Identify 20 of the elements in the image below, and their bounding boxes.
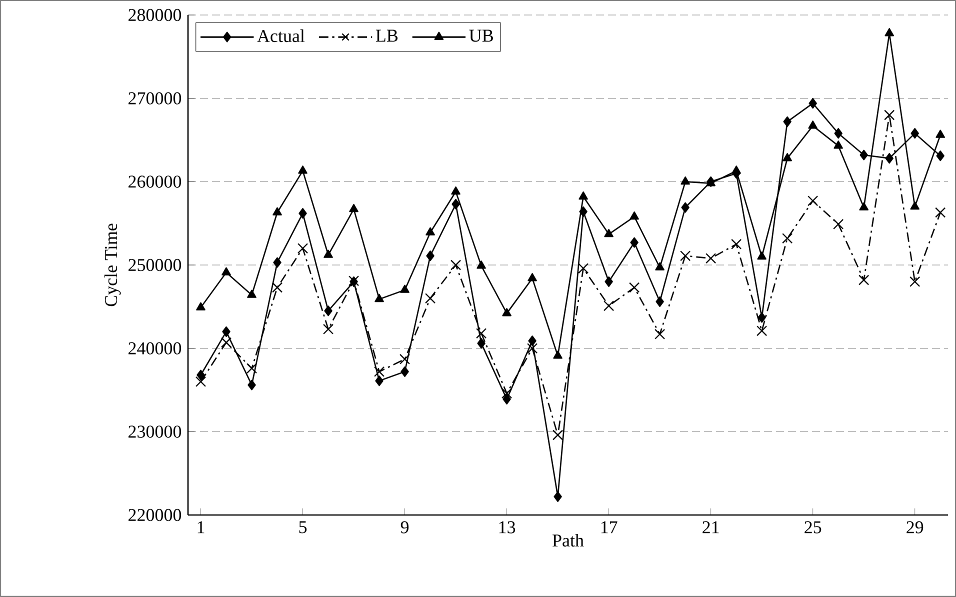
y-axis-title: Cycle Time xyxy=(104,224,121,306)
x-tick-label: 13 xyxy=(499,521,516,534)
x-tick-label: 17 xyxy=(601,521,618,534)
y-tick-label: 280000 xyxy=(128,8,182,22)
x-axis-title: Path xyxy=(552,534,584,547)
y-tick-label: 240000 xyxy=(128,342,182,354)
x-tick-label: 29 xyxy=(906,521,924,534)
x-tick-label: 25 xyxy=(804,521,822,534)
y-tick-label: 230000 xyxy=(128,426,182,438)
y-tick-label: 220000 xyxy=(128,508,182,522)
legend-label: LB xyxy=(376,30,398,42)
x-tick-label: 21 xyxy=(702,521,719,534)
y-tick-label: 270000 xyxy=(128,92,182,104)
x-tick-label: 9 xyxy=(400,521,409,534)
x-tick-label: 5 xyxy=(299,521,307,534)
y-tick-label: 260000 xyxy=(128,176,182,188)
legend-label: UB xyxy=(469,30,493,42)
y-tick-label: 250000 xyxy=(128,258,182,272)
legend-label: Actual xyxy=(257,29,305,42)
x-tick-label: 1 xyxy=(198,521,204,534)
